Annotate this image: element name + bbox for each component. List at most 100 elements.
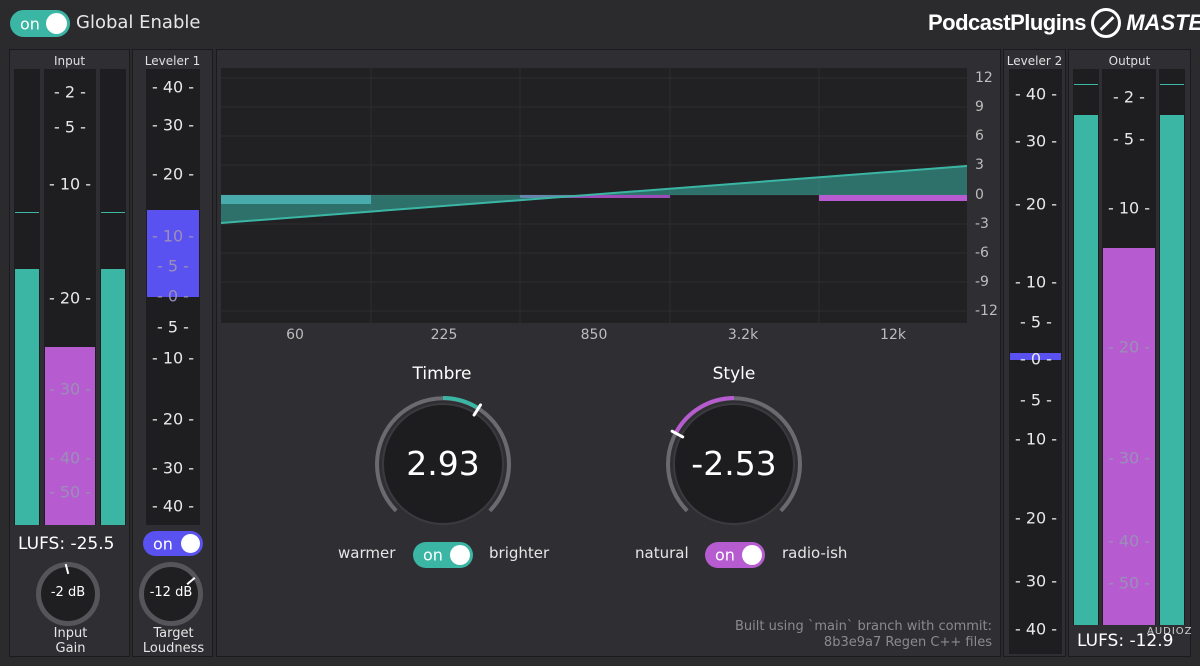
output-peak-left [1074,84,1098,85]
eq-db-minus12: -12 [975,303,998,319]
eq-freq-12k: 12k [880,327,906,343]
target-loudness-knob-face [144,567,198,621]
input-scale-30: - 30 - [48,379,92,399]
timbre-left-label: warmer [338,544,396,562]
watermark: AUDIOZ [1147,626,1193,637]
leveler1-scale-20-top: - 20 - [151,164,195,184]
timbre-knob-face [382,403,504,525]
output-title: Output [1108,54,1151,68]
timbre-right-label: brighter [489,544,550,562]
style-toggle-label: on [715,545,735,565]
eq-freq-850: 850 [580,327,608,343]
target-loudness-label-1: Target [153,626,194,641]
target-loudness-knob[interactable]: -12 dB [139,562,203,626]
output-scale-40: - 40 - [1107,531,1151,551]
input-gain-knob[interactable]: -2 dB [36,562,100,626]
leveler1-scale-40-top: - 40 - [151,77,195,97]
timbre-title: Timbre [412,364,472,384]
leveler1-scale-5-bottom: - 5 - [157,317,189,337]
output-meter-left [1073,69,1099,625]
global-enable-toggle[interactable]: on [10,10,70,37]
input-peak-right [101,212,125,213]
eq-db-0: 0 [975,187,984,203]
brand-logo: PodcastPlugins MASTER [928,8,1200,38]
eq-db-minus6: -6 [975,245,989,261]
build-info-line1: Built using `main` branch with commit: [734,619,992,634]
output-level-right [1160,115,1184,625]
timbre-knob-arc [442,396,480,411]
leveler1-scale-40-bottom: - 40 - [151,496,195,516]
build-info-line2: 8b3e9a7 Regen C++ files [823,635,992,650]
input-scale-40: - 40 - [48,448,92,468]
main-panel: 12 9 6 3 0 -3 -6 -9 -12 60 225 850 3.2k … [216,49,1001,657]
input-lufs-bar [45,347,95,525]
leveler1-scale-30-top: - 30 - [151,115,195,135]
leveler2-scale-5-top: - 5 - [1020,312,1052,332]
style-knob-face [673,403,795,525]
leveler2-panel: Leveler 2 - 40 - - 30 - - 20 - - 10 - - … [1003,49,1066,657]
eq-db-3: 3 [975,157,984,173]
leveler1-enable-toggle[interactable]: on [143,531,203,556]
style-knob[interactable]: -2.53 [656,386,812,542]
leveler2-title: Leveler 2 [1006,54,1063,68]
timbre-knob[interactable]: 2.93 [365,386,521,542]
eq-curve-line [221,165,967,224]
leveler2-meter: - 40 - - 30 - - 20 - - 10 - - 5 - - 0 - … [1009,69,1062,654]
leveler2-scale-20-bottom: - 20 - [1014,508,1058,528]
input-lufs-readout: LUFS: -25.5 [18,534,115,554]
style-left-label: natural [635,544,689,562]
output-scale-10: - 10 - [1107,198,1151,218]
input-meter-center: - 2 - - 5 - - 10 - - 20 - - 30 - - 40 - … [44,69,96,525]
leveler2-gain-bar [1010,353,1061,360]
eq-db-minus9: -9 [975,274,989,290]
leveler2-scale-40-top: - 40 - [1014,84,1058,104]
output-meter-center: - 2 - - 5 - - 10 - - 20 - - 30 - - 40 - … [1102,69,1156,625]
timbre-knob-pointer [472,403,482,417]
eq-band-high [819,195,967,201]
leveler2-scale-0: - 0 - [1020,349,1052,369]
input-scale-10: - 10 - [48,174,92,194]
target-loudness-value: -12 dB [149,585,193,600]
brand-product: MASTER [1126,10,1200,35]
output-lufs-readout: LUFS: -12.9 [1077,631,1174,651]
eq-curve-display [221,68,967,323]
output-scale-20: - 20 - [1107,337,1151,357]
leveler1-scale-30-bottom: - 30 - [151,458,195,478]
input-scale-20: - 20 - [48,288,92,308]
leveler2-scale-20-top: - 20 - [1014,194,1058,214]
input-gain-knob-face [41,567,95,621]
eq-freq-225: 225 [430,327,458,343]
input-gain-value: -2 dB [50,585,86,600]
leveler2-scale-30-top: - 30 - [1014,131,1058,151]
leveler1-scale-5-top: - 5 - [157,256,189,276]
leveler1-title: Leveler 1 [144,54,201,68]
leveler2-scale-40-bottom: - 40 - [1014,619,1058,639]
brand-name: PodcastPlugins [928,10,1087,35]
input-panel: Input - 2 - - 5 - - 10 - - 20 - - 30 - -… [9,49,130,657]
timbre-value: 2.93 [406,444,479,483]
brand-circle-icon [1091,8,1122,38]
eq-db-12: 12 [975,70,993,86]
eq-band-highmid [520,195,670,198]
leveler1-scale-10-top: - 10 - [151,226,195,246]
leveler2-scale-10-top: - 10 - [1014,272,1058,292]
input-meter-left [14,69,40,525]
target-loudness-label-2: Loudness [142,641,205,656]
leveler1-gain-bar [147,210,199,297]
input-title: Input [53,54,86,68]
output-panel: Output - 2 - - 5 - - 10 - - 20 - - 30 - … [1068,49,1193,657]
eq-db-6: 6 [975,128,984,144]
timbre-toggle[interactable]: on [413,542,473,568]
input-level-right [101,269,125,525]
style-toggle[interactable]: on [705,542,765,568]
output-scale-2: - 2 - [1113,87,1145,107]
toggle-knob [450,545,470,565]
eq-db-9: 9 [975,99,984,115]
leveler1-scale-10-bottom: - 10 - [151,348,195,368]
input-scale-50: - 50 - [48,482,92,502]
output-scale-30: - 30 - [1107,448,1151,468]
leveler2-scale-10-bottom: - 10 - [1014,429,1058,449]
leveler1-toggle-label: on [153,534,173,553]
eq-freq-60: 60 [286,327,304,343]
leveler1-scale-20-bottom: - 20 - [151,409,195,429]
